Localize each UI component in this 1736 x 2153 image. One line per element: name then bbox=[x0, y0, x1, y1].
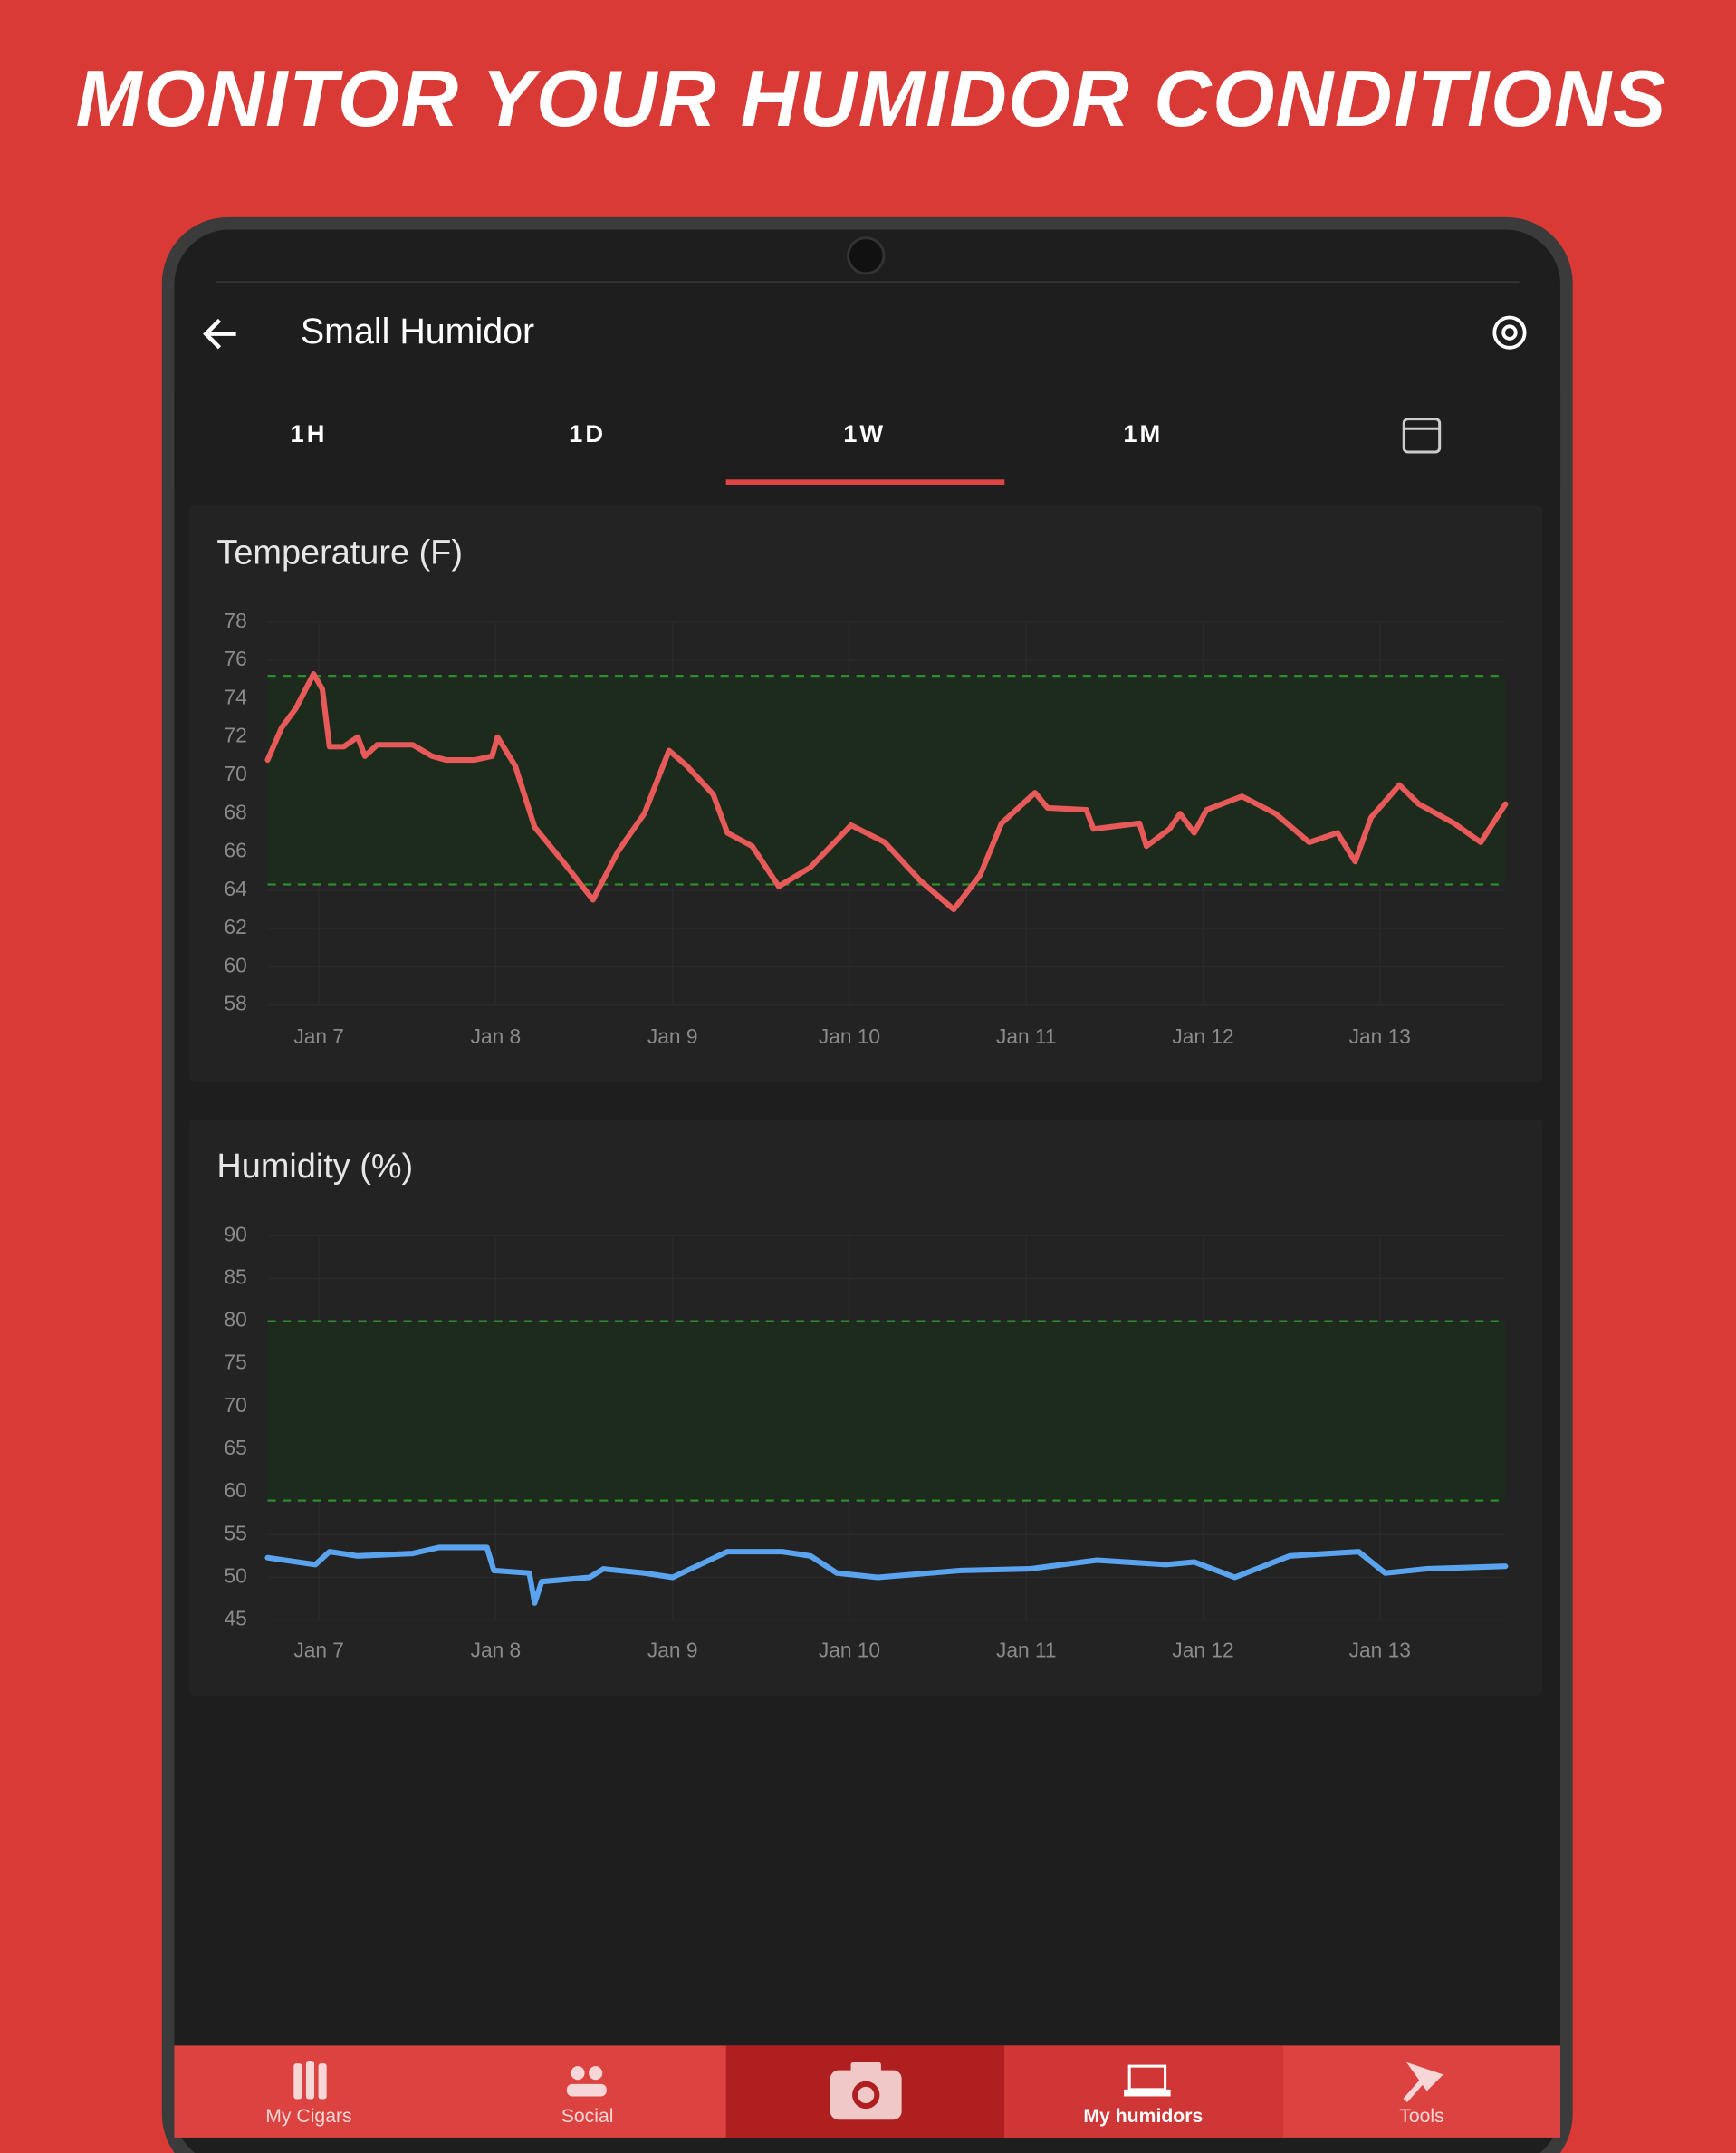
nav-icons bbox=[293, 2061, 1443, 2102]
y-tick-label: 60 bbox=[224, 1478, 246, 1502]
x-tick-label: Jan 12 bbox=[1172, 1024, 1233, 1048]
chart-title: Temperature (F) bbox=[216, 534, 463, 572]
y-tick-label: 66 bbox=[224, 839, 246, 862]
tab-indicator bbox=[725, 479, 1005, 485]
back-button[interactable] bbox=[203, 318, 236, 350]
y-tick-label: 60 bbox=[224, 953, 246, 976]
y-tick-label: 55 bbox=[224, 1521, 246, 1544]
y-tick-label: 80 bbox=[224, 1308, 246, 1331]
tab-label[interactable]: 1M bbox=[1123, 419, 1163, 447]
calendar-icon bbox=[1402, 418, 1442, 454]
target-band bbox=[267, 676, 1506, 885]
camera-lens-inner bbox=[858, 2086, 875, 2104]
x-tick-label: Jan 10 bbox=[819, 1024, 880, 1048]
x-tick-label: Jan 11 bbox=[996, 1024, 1057, 1048]
y-tick-label: 70 bbox=[224, 762, 246, 785]
settings-button[interactable] bbox=[1492, 315, 1527, 350]
nav-label[interactable]: My Cigars bbox=[265, 2106, 351, 2127]
y-tick-label: 58 bbox=[224, 992, 246, 1015]
tab-label[interactable]: 1D bbox=[569, 419, 606, 447]
y-tick-label: 90 bbox=[224, 1222, 246, 1245]
tab-label[interactable]: 1H bbox=[291, 419, 328, 447]
data-line bbox=[264, 670, 1509, 913]
headline: MONITOR YOUR HUMIDOR CONDITIONS bbox=[76, 53, 1667, 143]
app-bar-title: Small Humidor bbox=[301, 312, 534, 351]
x-tick-label: Jan 11 bbox=[996, 1638, 1057, 1661]
x-tick-label: Jan 8 bbox=[471, 1024, 522, 1048]
x-tick-label: Jan 12 bbox=[1172, 1638, 1233, 1661]
y-tick-label: 65 bbox=[224, 1436, 246, 1459]
nav-label[interactable]: Social bbox=[561, 2106, 614, 2127]
calendar-tab[interactable] bbox=[1402, 418, 1442, 454]
humidor-icon-base bbox=[1124, 2089, 1171, 2097]
y-tick-label: 50 bbox=[224, 1563, 246, 1587]
y-tick-label: 62 bbox=[224, 915, 246, 938]
x-tick-label: Jan 7 bbox=[293, 1024, 344, 1048]
y-tick-label: 85 bbox=[224, 1264, 246, 1288]
x-tick-label: Jan 13 bbox=[1349, 1024, 1411, 1048]
cigar-icon bbox=[293, 2063, 302, 2100]
y-tick-label: 74 bbox=[224, 685, 246, 708]
x-tick-label: Jan 9 bbox=[647, 1638, 698, 1661]
tab-bar bbox=[174, 391, 1561, 485]
nav-label[interactable]: Tools bbox=[1399, 2106, 1444, 2127]
chart-title: Humidity (%) bbox=[216, 1148, 413, 1186]
y-tick-label: 78 bbox=[224, 609, 246, 632]
nav-label[interactable]: My humidors bbox=[1083, 2106, 1203, 2127]
y-tick-label: 76 bbox=[224, 647, 246, 670]
y-tick-label: 64 bbox=[224, 877, 246, 900]
y-tick-label: 70 bbox=[224, 1393, 246, 1417]
y-tick-label: 72 bbox=[224, 724, 246, 747]
y-tick-label: 68 bbox=[224, 800, 246, 823]
gear-ring bbox=[1492, 315, 1527, 350]
camera-hole bbox=[847, 236, 886, 275]
social-icon bbox=[589, 2066, 603, 2081]
x-tick-label: Jan 9 bbox=[647, 1024, 698, 1048]
social-icon bbox=[566, 2083, 607, 2097]
y-tick-label: 45 bbox=[224, 1607, 246, 1630]
data-line bbox=[264, 1544, 1509, 1606]
y-tick-label: 75 bbox=[224, 1350, 246, 1374]
x-tick-label: Jan 10 bbox=[819, 1638, 880, 1661]
cigar-icon bbox=[318, 2063, 327, 2100]
x-tick-label: Jan 13 bbox=[1349, 1638, 1411, 1661]
x-tick-label: Jan 8 bbox=[471, 1638, 522, 1661]
tools-icon bbox=[1403, 2062, 1443, 2102]
camera-icon bbox=[830, 2062, 902, 2120]
social-icon bbox=[571, 2066, 585, 2081]
target-band bbox=[267, 1321, 1506, 1501]
cigar-icon bbox=[305, 2061, 315, 2100]
camera-top bbox=[850, 2062, 881, 2073]
gear-hub bbox=[1501, 324, 1518, 341]
tab-label[interactable]: 1W bbox=[843, 419, 886, 447]
x-tick-label: Jan 7 bbox=[293, 1638, 344, 1661]
